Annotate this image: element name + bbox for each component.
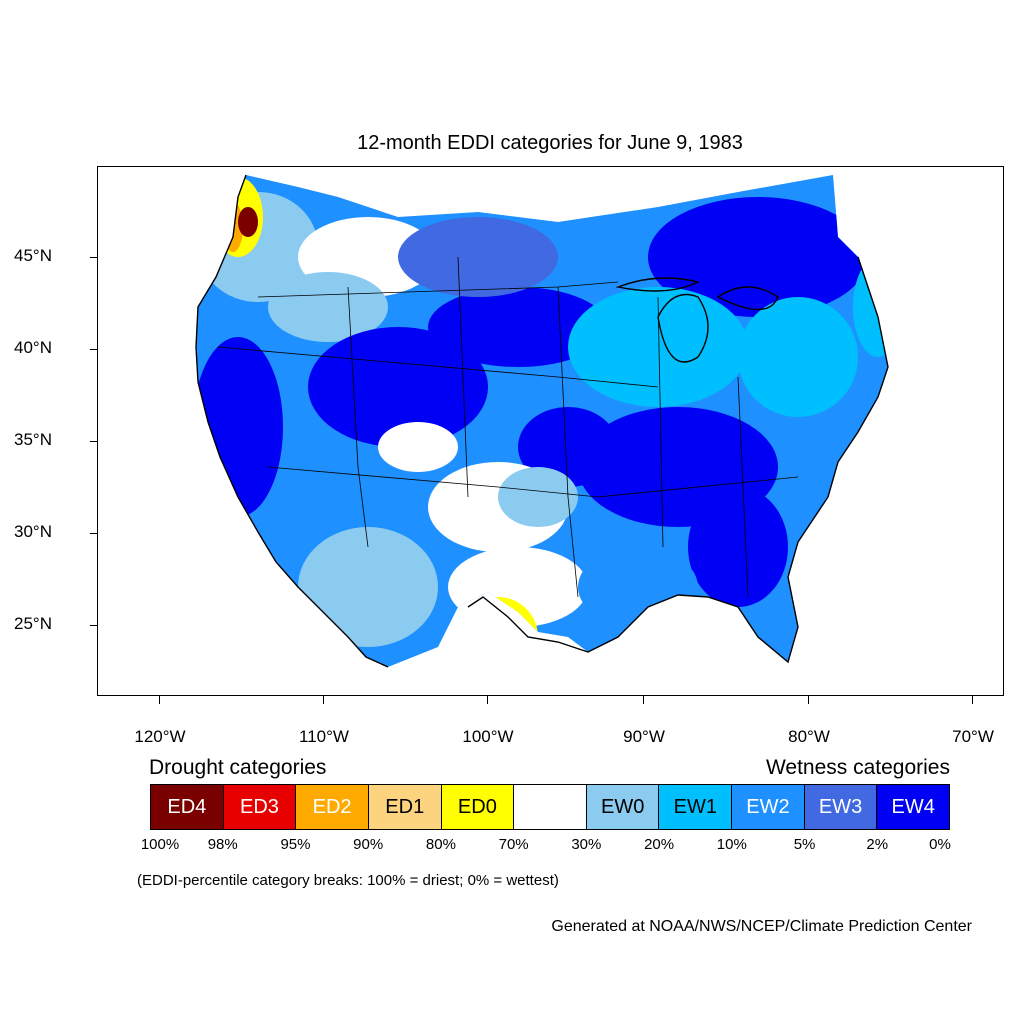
lon-label: 110°W: [299, 727, 349, 746]
percentile-label: 5%: [793, 836, 816, 853]
lon-tick: [323, 696, 324, 704]
percentile-label: 30%: [571, 836, 602, 853]
legend-box-ew0: EW0: [586, 785, 660, 829]
percentile-label: 90%: [353, 836, 384, 853]
legend-box-ew3: EW3: [804, 785, 878, 829]
lat-label: 25°N: [14, 614, 52, 633]
legend-box-ed1: ED1: [368, 785, 442, 829]
lat-tick: [90, 533, 98, 534]
percentile-label: 100%: [140, 836, 180, 853]
eddi-field: [196, 175, 888, 667]
category-note: (EDDI-percentile category breaks: 100% =…: [137, 872, 559, 889]
eddi-map: [195, 174, 889, 668]
lon-tick: [808, 696, 809, 704]
legend-box-ew2: EW2: [732, 785, 805, 829]
map-title: 12-month EDDI categories for June 9, 198…: [357, 132, 743, 154]
percentile-label: 20%: [644, 836, 675, 853]
lat-label: 35°N: [14, 430, 52, 449]
lat-tick: [90, 349, 98, 350]
credit-line: Generated at NOAA/NWS/NCEP/Climate Predi…: [551, 918, 972, 935]
legend-box-ed4: ED4: [151, 785, 224, 829]
drought-categories-title: Drought categories: [149, 756, 327, 779]
map-panel: [97, 166, 1004, 696]
lat-tick: [90, 625, 98, 626]
lat-tick: [90, 441, 98, 442]
coastlines: [195, 174, 889, 668]
lat-label: 45°N: [14, 246, 52, 265]
legend-box-ew4: EW4: [877, 785, 950, 829]
wetness-categories-title: Wetness categories: [765, 756, 950, 779]
legend-box-neutral: [514, 785, 587, 829]
lat-tick: [90, 257, 98, 258]
percentile-label: 70%: [498, 836, 529, 853]
lon-tick: [487, 696, 488, 704]
lon-tick: [972, 696, 973, 704]
lon-label: 120°W: [134, 727, 186, 746]
percentile-label: 10%: [716, 836, 747, 853]
percentile-label: 98%: [207, 836, 238, 853]
lat-label: 40°N: [14, 338, 52, 357]
lon-tick: [643, 696, 644, 704]
lon-label: 70°W: [952, 727, 994, 746]
lat-label: 30°N: [14, 522, 52, 541]
percentile-label: 95%: [280, 836, 311, 853]
percentile-label: 2%: [866, 836, 889, 853]
lon-label: 100°W: [462, 727, 514, 746]
legend-box-ed3: ED3: [223, 785, 297, 829]
legend-box-ed2: ED2: [296, 785, 369, 829]
legend-box-ew1: EW1: [659, 785, 733, 829]
state-borders: [217, 256, 799, 598]
legend-box-ed0: ED0: [441, 785, 515, 829]
lon-label: 90°W: [623, 727, 665, 746]
percentile-label: 0%: [929, 836, 951, 853]
percentile-label: 80%: [425, 836, 456, 853]
legend-colorbar: ED4 ED3 ED2 ED1 ED0 EW0 EW1 EW2 EW3 EW4: [150, 784, 950, 830]
lon-label: 80°W: [788, 727, 830, 746]
lon-tick: [159, 696, 160, 704]
